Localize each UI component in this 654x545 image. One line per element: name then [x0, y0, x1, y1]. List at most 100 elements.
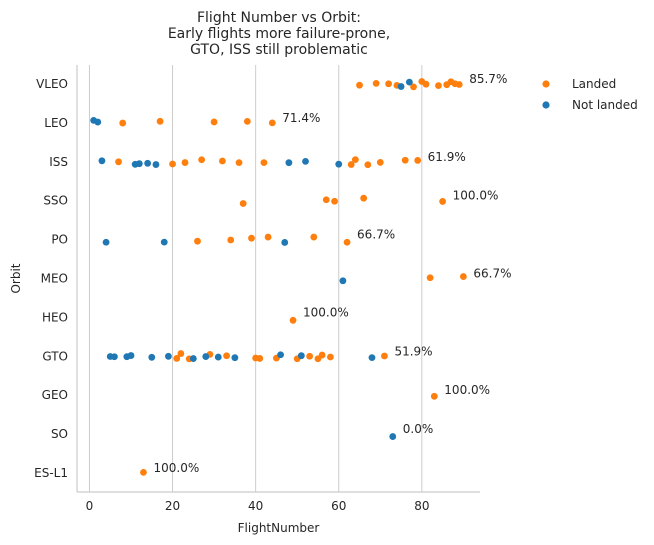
landed-point — [385, 80, 392, 88]
landed-point — [119, 119, 127, 127]
not-landed-point — [160, 238, 168, 246]
success-rate-label: 100.0% — [153, 461, 199, 475]
landed-point — [318, 351, 326, 359]
not-landed-point — [281, 239, 289, 246]
y-tick-label: MEO — [41, 272, 68, 286]
not-landed-point — [152, 161, 160, 168]
success-rate-label: 51.9% — [394, 344, 432, 358]
legend-marker — [542, 101, 550, 109]
landed-point — [401, 156, 409, 164]
success-rate-label: 71.4% — [282, 111, 320, 125]
landed-point — [410, 83, 417, 91]
not-landed-point — [368, 354, 376, 362]
y-tick-label: ISS — [49, 155, 68, 169]
success-rate-label: 66.7% — [357, 228, 395, 242]
y-tick-label: SSO — [43, 194, 68, 208]
landed-point — [248, 234, 255, 242]
landed-point — [181, 159, 189, 166]
landed-point — [356, 81, 363, 89]
landed-point — [343, 238, 351, 246]
landed-point — [227, 236, 235, 244]
landed-point — [177, 350, 185, 357]
legend: Landed Not landed — [526, 71, 645, 119]
y-tick-label: HEO — [42, 310, 68, 324]
x-tick-label: 20 — [165, 499, 180, 513]
not-landed-point — [94, 118, 102, 126]
not-landed-point — [389, 433, 397, 440]
landed-point — [331, 197, 338, 205]
landed-point — [268, 119, 276, 127]
landed-point — [381, 352, 388, 360]
not-landed-point — [110, 353, 118, 361]
landed-point — [347, 161, 355, 168]
x-axis-label: FlightNumber — [238, 521, 320, 535]
success-rate-label: 100.0% — [303, 305, 349, 319]
not-landed-point — [277, 351, 284, 359]
legend-label: Landed — [572, 77, 616, 91]
success-rate-label: 66.7% — [473, 267, 511, 281]
y-tick-label: PO — [51, 233, 68, 247]
not-landed-point — [127, 352, 135, 359]
landed-point — [310, 233, 318, 241]
landed-point — [173, 355, 181, 362]
landed-point — [351, 156, 359, 164]
landed-point — [426, 274, 434, 282]
not-landed-point — [202, 353, 210, 360]
landed-point — [140, 469, 147, 476]
y-tick-label: LEO — [44, 116, 68, 130]
landed-point — [260, 159, 268, 167]
landed-point — [223, 352, 230, 360]
landed-point — [376, 158, 384, 166]
landed-point — [414, 157, 422, 164]
x-tick-label: 0 — [86, 499, 94, 513]
legend-marker — [542, 80, 550, 88]
landed-point — [210, 118, 218, 126]
landed-point — [306, 352, 314, 360]
landed-point — [289, 316, 297, 324]
y-tick-label: ES-L1 — [34, 466, 68, 480]
landed-point — [156, 117, 164, 125]
landed-point — [169, 160, 176, 168]
not-landed-point — [302, 157, 309, 165]
landed-point — [198, 156, 206, 164]
landed-point — [235, 159, 243, 167]
x-tick-label: 80 — [414, 499, 429, 513]
landed-point — [360, 194, 368, 202]
landed-point — [194, 237, 201, 245]
not-landed-point — [397, 83, 405, 90]
landed-point — [435, 82, 442, 89]
not-landed-point — [297, 352, 305, 360]
chart-title-line: Flight Number vs Orbit: — [197, 10, 361, 26]
not-landed-point — [285, 159, 293, 167]
landed-point — [243, 117, 251, 125]
landed-point — [422, 80, 430, 88]
landed-point — [459, 273, 467, 280]
landed-point — [115, 158, 122, 166]
success-rate-label: 100.0% — [453, 189, 499, 203]
not-landed-point — [339, 277, 347, 285]
chart-title: Flight Number vs Orbit:Early flights mor… — [168, 10, 390, 58]
success-rate-label: 100.0% — [444, 383, 490, 397]
y-axis-label: Orbit — [9, 263, 23, 293]
legend-box — [526, 71, 645, 119]
success-rate-label: 0.0% — [403, 422, 434, 436]
annotations: 85.7% 71.4% 61.9% 100.0% 66.7% 66.7% 100.0% 51.… — [153, 72, 511, 475]
x-tick-label: 60 — [331, 499, 346, 513]
landed-point — [455, 81, 463, 88]
data-points — [90, 78, 467, 476]
landed-point — [219, 157, 226, 165]
not-landed-point — [98, 157, 106, 165]
y-tick-label: SO — [51, 427, 68, 441]
landed-point — [364, 161, 372, 169]
y-tick-label: VLEO — [36, 77, 68, 91]
not-landed-point — [144, 159, 152, 167]
grid — [88, 65, 423, 492]
y-tick-label: GTO — [42, 349, 68, 363]
landed-point — [327, 353, 334, 361]
landed-point — [256, 355, 264, 362]
not-landed-point — [231, 354, 239, 362]
y-tick-label: GEO — [42, 388, 68, 402]
landed-point — [372, 79, 380, 87]
